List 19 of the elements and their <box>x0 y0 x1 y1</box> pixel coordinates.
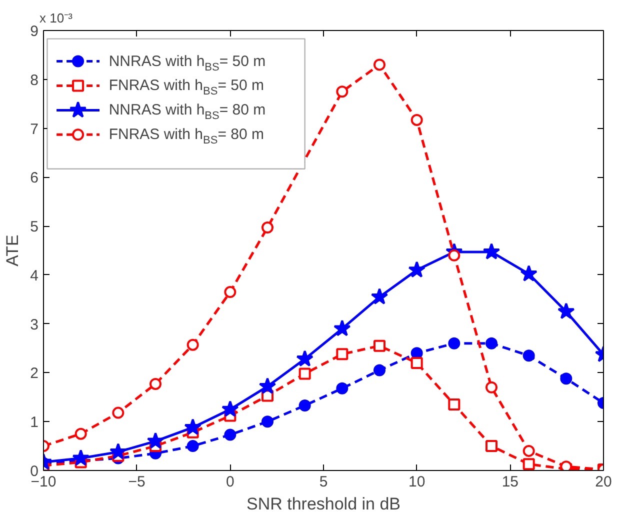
x-tick-label: 15 <box>502 474 519 490</box>
y-tick-label: 0 <box>30 463 38 480</box>
y-tick-label: 3 <box>30 316 38 334</box>
x-tick-label: 0 <box>226 474 234 490</box>
y-tick-label: 4 <box>30 267 38 284</box>
x-tick-label: 20 <box>595 474 612 490</box>
y-tick-label: 2 <box>30 365 38 382</box>
y-axis-title: ATE <box>3 234 22 266</box>
y-tick-label: 8 <box>30 72 38 89</box>
x-tick-label: 5 <box>319 474 328 490</box>
x-tick-label: 10 <box>408 474 426 490</box>
y-tick-label: 9 <box>30 23 38 40</box>
text: x 10⁻³ <box>40 10 74 26</box>
x-tick-label: −5 <box>128 474 146 490</box>
y-tick-label: 6 <box>30 170 38 187</box>
x-axis-title: SNR threshold in dB <box>246 494 401 514</box>
y-tick-label: 7 <box>30 120 38 138</box>
y-tick-label: 5 <box>30 218 38 236</box>
y-tick-label: 1 <box>30 414 38 432</box>
